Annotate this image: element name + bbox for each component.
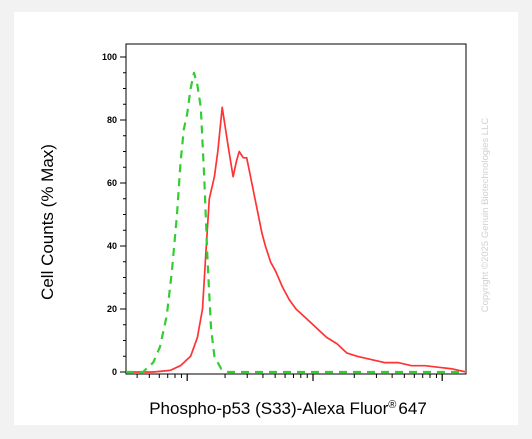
x-axis-label: Phospho-p53 (S33)-Alexa Fluor® 647 <box>149 399 427 418</box>
y-tick-label: 80 <box>107 115 117 125</box>
x-axis-label-main: Phospho-p53 (S33)-Alexa Fluor <box>149 399 388 418</box>
y-tick-label: 40 <box>107 241 117 251</box>
chart-panel <box>14 12 518 425</box>
x-axis-label-registered: ® <box>388 399 396 411</box>
y-tick-label: 100 <box>102 52 117 62</box>
y-tick-label: 60 <box>107 178 117 188</box>
plot-frame <box>125 43 467 375</box>
sample-histogram-line <box>126 106 467 373</box>
control-histogram-line <box>126 71 466 374</box>
y-tick-label: 0 <box>112 367 117 377</box>
y-axis-label: Cell Counts (% Max) <box>38 144 57 300</box>
x-axis-label-suffix: 647 <box>398 399 426 418</box>
plot-area: 0 20 40 60 80 100 <box>102 43 467 381</box>
copyright-watermark: Copyright ©2025 Genuin Biotechnologies L… <box>480 118 491 313</box>
y-tick-label: 20 <box>107 304 117 314</box>
